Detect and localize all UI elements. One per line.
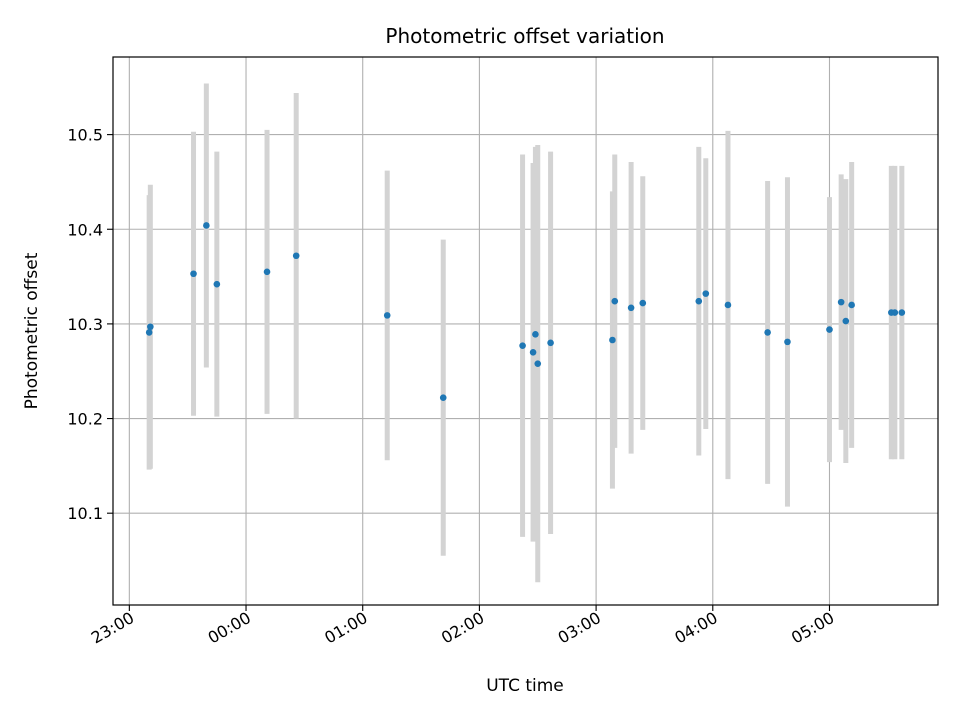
y-tick-label: 10.1: [67, 504, 103, 523]
data-point: [263, 268, 271, 276]
data-point: [784, 338, 791, 346]
data-point: [439, 394, 447, 402]
data-point: [702, 290, 710, 297]
data-point: [529, 348, 537, 356]
data-point: [891, 309, 899, 316]
plot-area-frame: [112, 56, 939, 606]
data-point: [837, 298, 845, 306]
grid-lines: [113, 57, 938, 605]
data-point: [764, 329, 771, 336]
data-point: [547, 339, 554, 347]
data-point: [826, 326, 833, 333]
y-axis-ticks: 10.1 10.2 10.3 10.4 10.5: [67, 126, 113, 523]
chart-title: Photometric offset variation: [385, 24, 664, 48]
data-point: [639, 299, 647, 307]
data-point: [842, 317, 850, 325]
data-point: [534, 360, 542, 367]
data-point: [145, 329, 153, 336]
x-axis-label: UTC time: [486, 676, 564, 696]
y-tick-label: 10.4: [67, 220, 103, 239]
data-point: [627, 304, 635, 312]
data-points: [145, 222, 906, 402]
data-point: [213, 280, 221, 288]
data-point: [532, 331, 539, 338]
data-point: [190, 270, 197, 278]
data-point: [898, 309, 906, 316]
data-point: [292, 252, 300, 260]
data-point: [609, 336, 616, 344]
data-point: [147, 323, 154, 331]
y-tick-label: 10.5: [67, 126, 103, 145]
data-point: [203, 222, 210, 229]
data-point: [848, 301, 855, 309]
y-tick-label: 10.2: [67, 410, 103, 429]
y-axis-label: Photometric offset: [22, 252, 42, 409]
data-point: [695, 297, 703, 305]
data-point: [611, 297, 619, 305]
data-point: [519, 342, 526, 349]
data-point: [383, 312, 391, 319]
data-point: [724, 301, 732, 309]
y-tick-label: 10.3: [67, 315, 103, 334]
